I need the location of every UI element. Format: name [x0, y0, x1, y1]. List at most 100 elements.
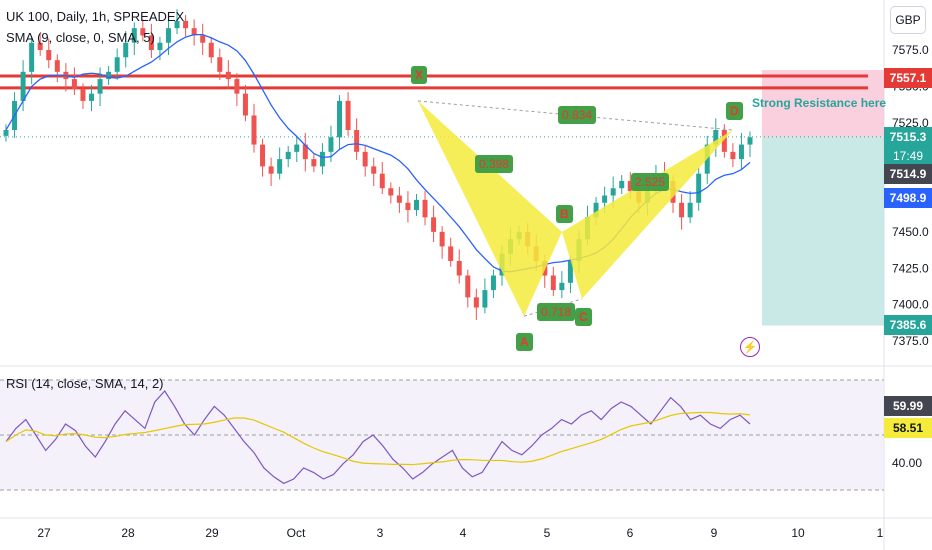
time-tick-label: 3: [377, 526, 384, 540]
candle-body: [46, 50, 52, 61]
candle-body: [439, 231, 445, 247]
candle-body: [89, 93, 95, 101]
time-tick-label: 5: [544, 526, 551, 540]
candle-body: [20, 71, 26, 101]
strong-resistance-note: Strong Resistance here: [752, 96, 887, 110]
candle-body: [140, 28, 146, 36]
candle-body: [285, 151, 291, 160]
candle-body: [337, 100, 343, 138]
candle-body: [242, 93, 248, 116]
candle-body: [106, 71, 112, 80]
rsi-value-tag: 59.99: [884, 396, 932, 416]
candle-body: [217, 57, 223, 72]
candle-body: [123, 42, 129, 58]
symbol-legend: UK 100, Daily, 1h, SPREADEX: [6, 9, 185, 24]
candle-body: [311, 159, 317, 167]
candle-body: [191, 28, 197, 36]
candle-body: [148, 35, 154, 50]
ratio-xb-label: 0.398: [475, 155, 514, 173]
lightning-icon[interactable]: ⚡: [740, 337, 760, 357]
time-tick-label: 9: [711, 526, 718, 540]
candle-body: [747, 137, 753, 145]
time-tick-label: 10: [791, 526, 805, 540]
stop-zone: [762, 70, 884, 137]
price-tick-label: 7375.0: [892, 334, 929, 348]
candle-body: [679, 202, 685, 218]
time-tick-label: 27: [37, 526, 51, 540]
candle-body: [268, 166, 274, 174]
candle-body: [294, 144, 300, 152]
candle-body: [260, 144, 266, 167]
candle-body: [422, 199, 428, 218]
candle-body: [200, 35, 206, 43]
candle-body: [388, 188, 394, 196]
candle-body: [593, 202, 599, 218]
candle-body: [251, 115, 257, 145]
candle-body: [413, 199, 419, 211]
candle-body: [730, 151, 736, 160]
rsi-legend: RSI (14, close, SMA, 14, 2): [6, 376, 164, 391]
candle-body: [482, 290, 488, 308]
candle-body: [29, 42, 35, 72]
candle-body: [174, 20, 180, 29]
candle-body: [131, 28, 137, 43]
candle-body: [319, 151, 325, 167]
currency-button[interactable]: GBP: [890, 6, 926, 34]
candle-body: [114, 57, 120, 72]
pattern-triangle-xab: [418, 100, 562, 317]
candle-body: [234, 79, 240, 94]
pattern-triangle-bcd: [562, 130, 733, 299]
price-tick-label: 7425.0: [892, 261, 929, 275]
price-tick-label: 7450.0: [892, 225, 929, 239]
time-tick-label: Oct: [287, 526, 306, 540]
candle-body: [37, 42, 43, 50]
time-tick-label: 6: [627, 526, 634, 540]
candle-body: [550, 275, 556, 291]
candle-body: [610, 188, 616, 196]
ratio-ac-label: 0.718: [537, 303, 576, 321]
candle-body: [431, 217, 437, 232]
candle-body: [165, 28, 171, 43]
candle-body: [704, 144, 710, 174]
price-tick-label: 7575.0: [892, 43, 929, 57]
candle-body: [379, 173, 385, 189]
candle-body: [456, 260, 462, 276]
candle-body: [465, 275, 471, 298]
candle-body: [54, 60, 60, 72]
candle-body: [3, 130, 9, 136]
rsi-level-label: 40.00: [892, 456, 923, 470]
pattern-point-d: D: [726, 102, 743, 120]
candle-body: [80, 89, 86, 101]
candle-body: [328, 137, 334, 152]
candle-body: [567, 260, 573, 283]
candle-body: [71, 79, 77, 90]
candle-body: [696, 173, 702, 203]
resistance-price-tag: 7557.1: [884, 68, 932, 88]
candle-body: [183, 20, 189, 29]
candle-body: [302, 144, 308, 160]
rsi-line: [5, 390, 751, 485]
price-tag-3: 7498.9: [884, 188, 932, 208]
candle-body: [396, 195, 402, 203]
ratio-bd-label: 2.525: [631, 173, 670, 191]
candle-body: [490, 275, 496, 291]
pattern-point-x: X: [411, 66, 428, 84]
ratio-xd-label: 0.834: [558, 106, 597, 124]
target-price-tag: 7385.6: [884, 315, 932, 335]
candle-body: [602, 195, 608, 203]
sma-legend: SMA (9, close, 0, SMA, 5): [6, 30, 155, 45]
pattern-point-b: B: [556, 205, 573, 223]
candle-body: [721, 130, 727, 152]
target-zone: [762, 136, 884, 326]
candle-body: [619, 180, 625, 189]
price-tick-label: 7400.0: [892, 298, 929, 312]
candle-body: [473, 297, 479, 308]
candle-body: [405, 202, 411, 211]
candle-body: [627, 180, 633, 192]
candle-body: [225, 71, 231, 80]
candle-body: [208, 42, 214, 58]
current-price-tag: 7515.3: [884, 127, 932, 147]
rsi-sma-value-tag: 58.51: [884, 418, 932, 438]
price-tag-2: 7514.9: [884, 164, 932, 184]
